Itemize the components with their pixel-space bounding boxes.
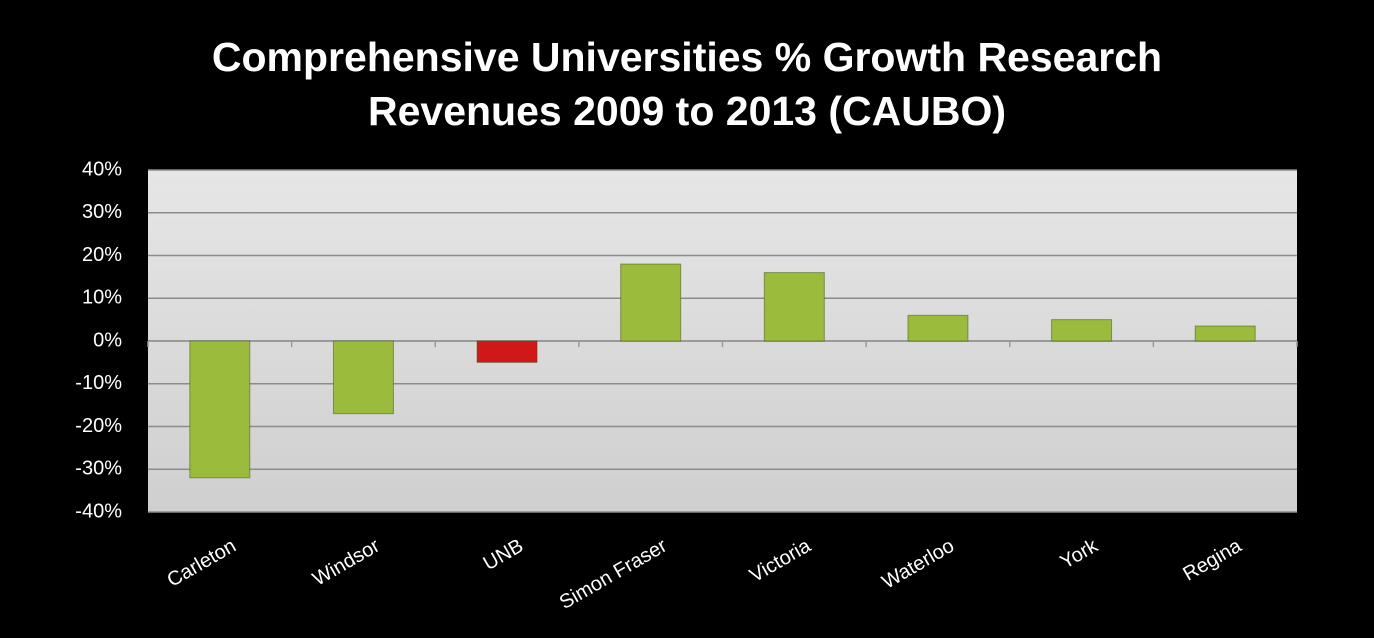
y-tick-label: -20% xyxy=(75,415,122,437)
x-tick-label: Carleton xyxy=(163,535,239,592)
y-tick-label: 10% xyxy=(82,287,122,309)
x-tick-label: Victoria xyxy=(746,534,815,587)
x-tick-label: York xyxy=(1057,534,1103,573)
y-tick-label: 0% xyxy=(93,329,122,351)
y-tick-label: 20% xyxy=(82,244,122,266)
y-tick-label: -30% xyxy=(75,458,122,480)
x-tick-label: Windsor xyxy=(309,535,384,591)
bar xyxy=(1194,325,1256,342)
bar xyxy=(907,314,969,342)
bar xyxy=(763,272,825,342)
bar xyxy=(476,340,538,363)
y-tick-label: -40% xyxy=(75,500,122,522)
y-tick-label: 30% xyxy=(82,201,122,223)
bar xyxy=(332,340,394,415)
y-tick-label: 40% xyxy=(82,158,122,180)
x-tick-label: Simon Fraser xyxy=(556,535,671,614)
bar xyxy=(620,263,682,342)
bar xyxy=(189,340,251,479)
x-tick-label: UNB xyxy=(480,535,528,575)
x-tick-label: Regina xyxy=(1179,534,1246,585)
x-tick-label: Waterloo xyxy=(878,535,958,594)
bar xyxy=(1051,319,1113,342)
y-tick-label: -10% xyxy=(75,372,122,394)
chart-title: Comprehensive Universities % Growth Rese… xyxy=(211,34,1163,134)
